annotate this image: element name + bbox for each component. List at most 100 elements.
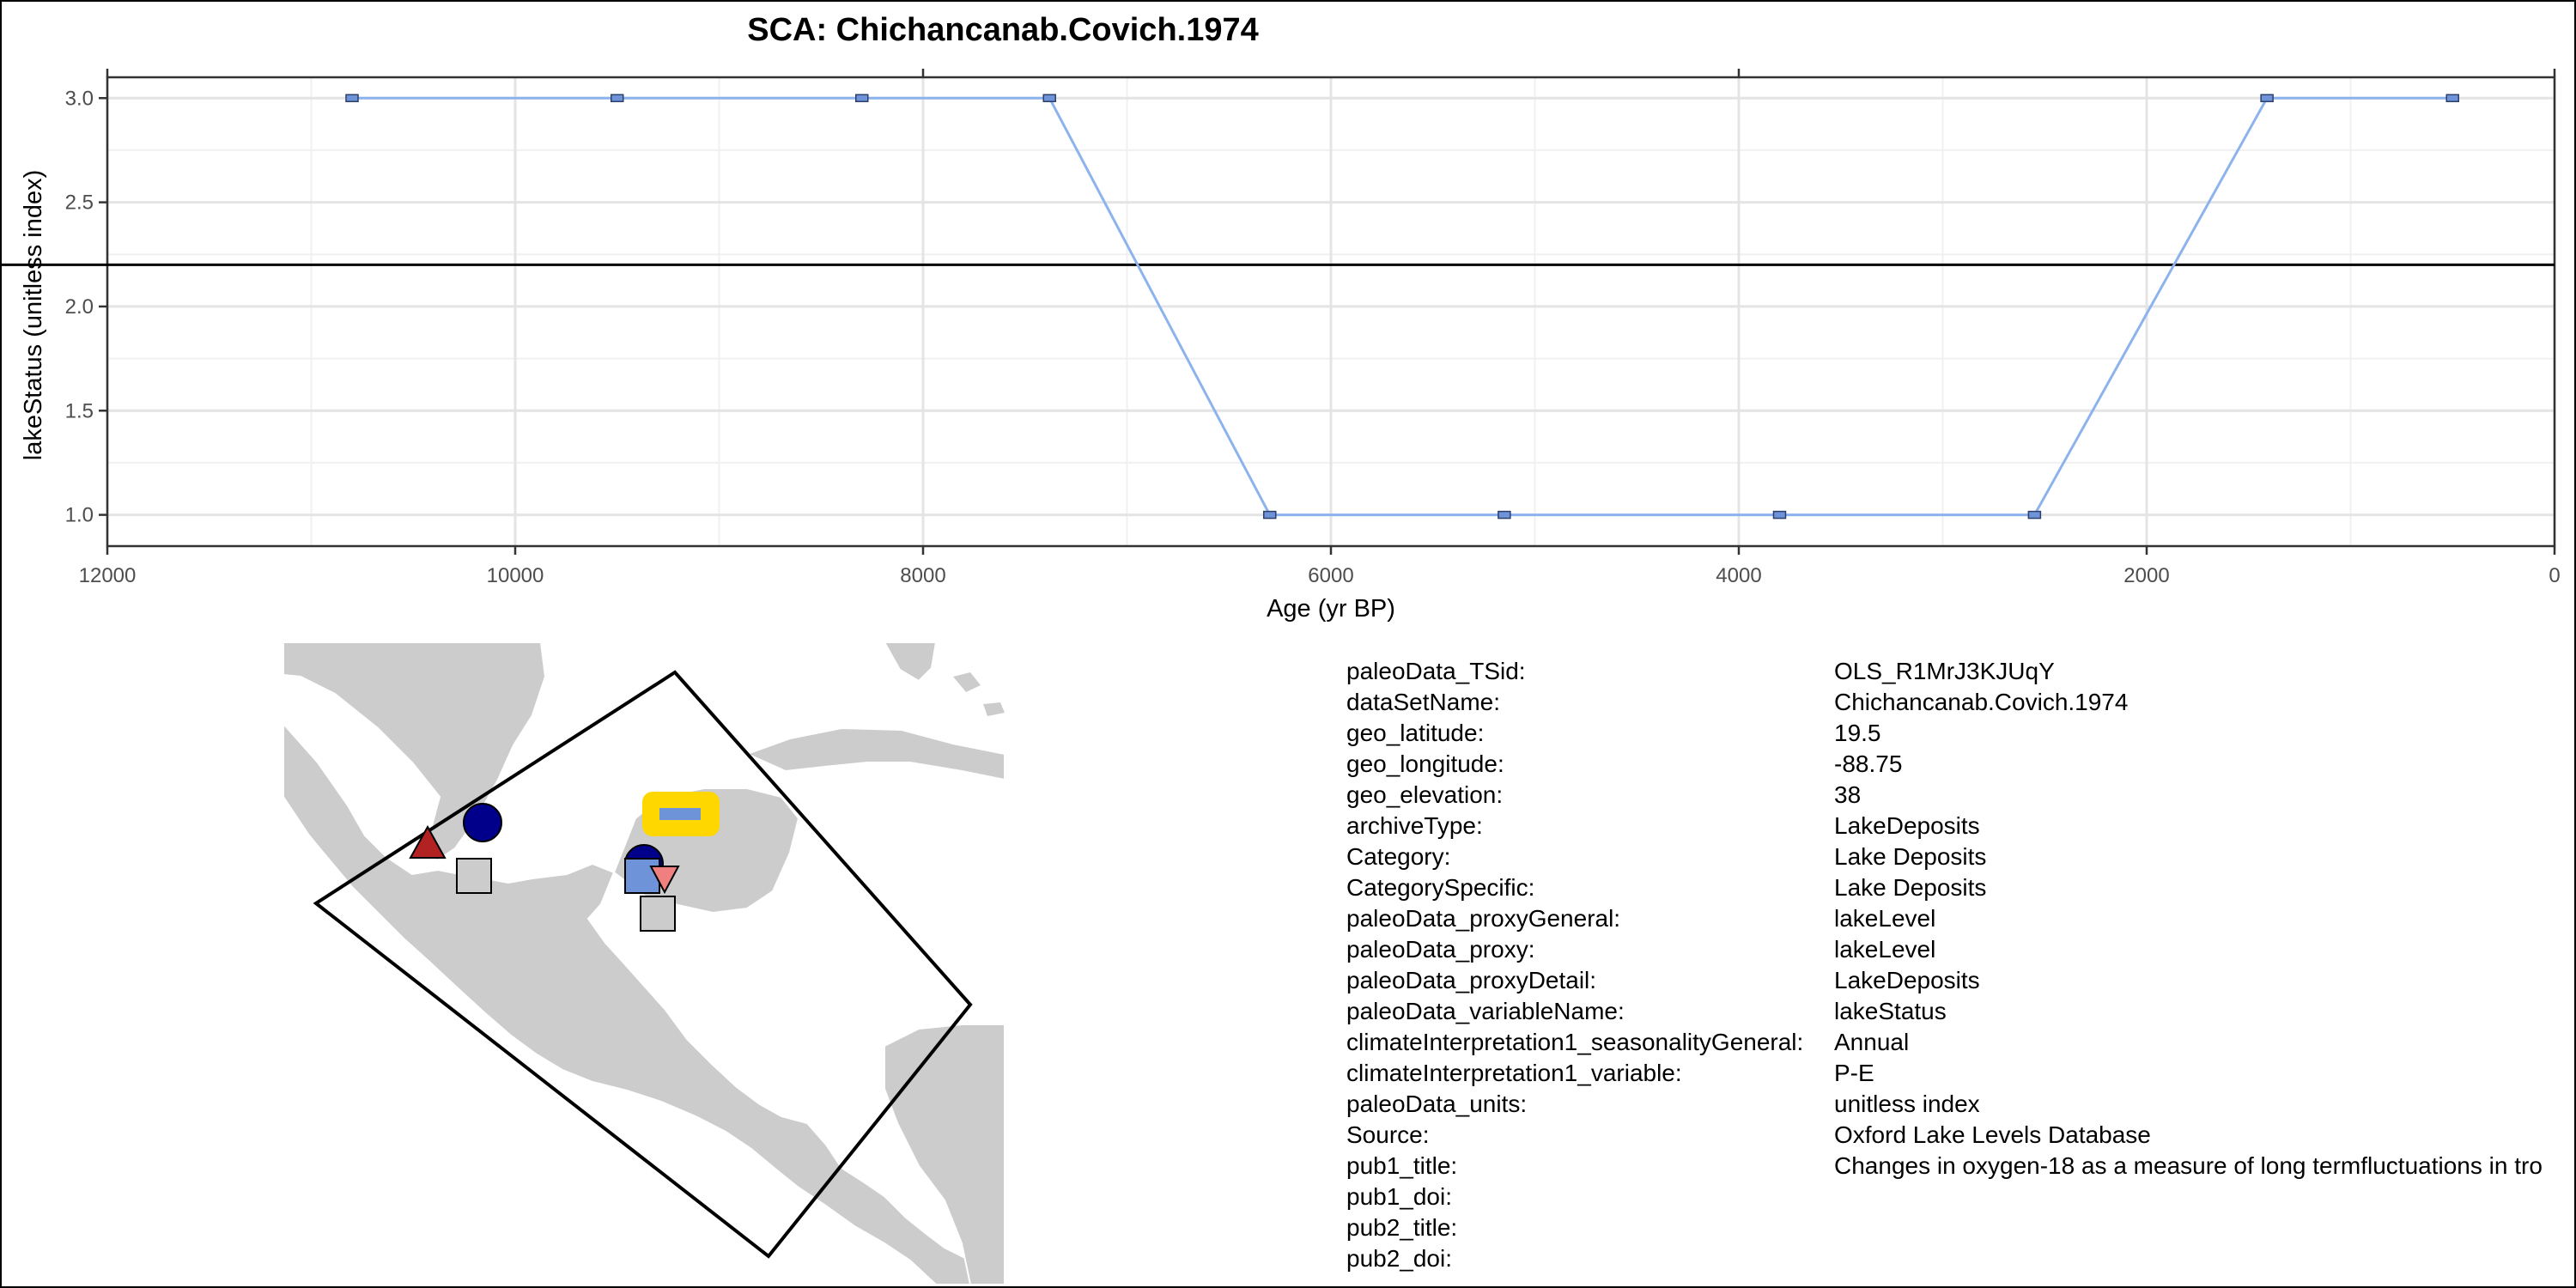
metadata-row: climateInterpretation1_seasonalityGenera…: [1346, 1027, 2573, 1058]
metadata-value: P-E: [1834, 1060, 1874, 1086]
metadata-value: LakeDeposits: [1834, 812, 1980, 839]
x-tick-label: 10000: [487, 564, 544, 587]
metadata-row: paleoData_units: unitless index: [1346, 1089, 2573, 1120]
metadata-key: pub1_doi:: [1346, 1183, 1453, 1210]
metadata-key: Category:: [1346, 843, 1451, 870]
series-line: [352, 96, 2453, 517]
metadata-row: archiveType: LakeDeposits: [1346, 811, 2573, 841]
metadata-key: paleoData_TSid:: [1346, 658, 1526, 684]
site-markers: [409, 792, 720, 932]
metadata-row: pub2_title:: [1346, 1212, 2573, 1243]
x-tick-label: 0: [2549, 564, 2560, 587]
land-bahamas: [953, 672, 1005, 716]
metadata-key: pub2_doi:: [1346, 1245, 1453, 1272]
metadata-row: paleoData_proxy: lakeLevel: [1346, 934, 2573, 965]
metadata-row: pub2_doi:: [1346, 1243, 2573, 1274]
metadata-row: geo_elevation: 38: [1346, 780, 2573, 811]
land-florida: [883, 642, 938, 683]
metadata-value: OLS_R1MrJ3KJUqY: [1834, 658, 2055, 684]
metadata-row: geo_latitude: 19.5: [1346, 718, 2573, 749]
x-tick-label: 8000: [900, 564, 945, 587]
metadata-value: LakeDeposits: [1834, 967, 1980, 993]
metadata-key: pub1_title:: [1346, 1152, 1458, 1179]
metadata-value: [1834, 1182, 2573, 1212]
metadata-row: pub1_title: Changes in oxygen-18 as a mea…: [1346, 1151, 2573, 1182]
metadata-row: CategorySpecific: Lake Deposits: [1346, 872, 2573, 903]
y-tick-label: 2.0: [65, 295, 94, 319]
metadata-key: paleoData_variableName:: [1346, 998, 1625, 1024]
metadata-value: -88.75: [1834, 750, 1903, 777]
data-point: [2445, 94, 2459, 103]
x-tick-label: 4000: [1716, 564, 1761, 587]
metadata-row: paleoData_proxyGeneral: lakeLevel: [1346, 903, 2573, 934]
site-marker-square: [456, 858, 492, 894]
metadata-key: paleoData_units:: [1346, 1091, 1528, 1117]
y-tick-label: 2.5: [65, 191, 94, 215]
metadata-key: dataSetName:: [1346, 689, 1500, 715]
metadata-row: paleoData_variableName: lakeStatus: [1346, 996, 2573, 1027]
metadata-row: geo_longitude: -88.75: [1346, 749, 2573, 780]
metadata-key: climateInterpretation1_variable:: [1346, 1060, 1682, 1086]
y-tick-label: 1.0: [65, 504, 94, 527]
x-tick-label: 2000: [2123, 564, 2169, 587]
metadata-value: Changes in oxygen-18 as a measure of lon…: [1834, 1152, 2543, 1179]
data-point: [1498, 510, 1511, 519]
lake-status-chart: 12000 10000 8000 6000 4000 2000 0 1.0 1.5 2.0 2.5 3…: [0, 69, 2561, 623]
data-point: [2027, 510, 2042, 519]
grid: [106, 77, 2556, 546]
data-point: [1772, 510, 1787, 519]
series-layer: [345, 94, 2459, 519]
site-marker-square: [624, 858, 660, 894]
metadata-row: paleoData_TSid: OLS_R1MrJ3KJUqY: [1346, 656, 2573, 687]
metadata-key: paleoData_proxyGeneral:: [1346, 905, 1621, 932]
data-point: [611, 94, 624, 103]
chart-title: SCA: Chichancanab.Covich.1974: [747, 12, 1259, 48]
metadata-value: lakeLevel: [1834, 936, 1936, 963]
y-axis-label: lakeStatus (unitless index): [20, 170, 47, 461]
metadata-value: Oxford Lake Levels Database: [1834, 1121, 2151, 1148]
site-marker-circle: [463, 803, 502, 842]
data-point: [2260, 94, 2274, 103]
metadata-key: geo_longitude:: [1346, 750, 1504, 777]
metadata-value: Lake Deposits: [1834, 874, 1987, 901]
metadata-value: [1834, 1212, 2573, 1243]
site-marker-square: [640, 896, 676, 932]
x-axis-label: Age (yr BP): [1267, 595, 1395, 623]
metadata-table: paleoData_TSid: OLS_R1MrJ3KJUqY dataSetNam…: [1346, 656, 2573, 1274]
site-marker-triangle-down: [649, 866, 680, 895]
metadata-value: Lake Deposits: [1834, 843, 1987, 870]
x-tick-label: 6000: [1308, 564, 1353, 587]
metadata-key: climateInterpretation1_seasonalityGenera…: [1346, 1029, 1804, 1055]
land-mexico-central-america: [283, 642, 1005, 1285]
metadata-value: Chichancanab.Covich.1974: [1834, 689, 2129, 715]
metadata-key: geo_latitude:: [1346, 720, 1485, 746]
metadata-value: lakeLevel: [1834, 905, 1936, 932]
metadata-key: paleoData_proxyDetail:: [1346, 967, 1597, 993]
metadata-key: archiveType:: [1346, 812, 1483, 839]
selected-site-marker: [659, 808, 701, 820]
metadata-key: paleoData_proxy:: [1346, 936, 1535, 963]
metadata-key: geo_elevation:: [1346, 781, 1504, 808]
metadata-value: Annual: [1834, 1029, 1910, 1055]
region-boundary: [313, 670, 973, 1259]
metadata-row: pub1_doi:: [1346, 1182, 2573, 1212]
data-point: [1263, 510, 1277, 519]
metadata-key: CategorySpecific:: [1346, 874, 1535, 901]
data-point: [345, 94, 359, 103]
metadata-row: paleoData_proxyDetail: LakeDeposits: [1346, 965, 2573, 996]
metadata-row: climateInterpretation1_variable: P-E: [1346, 1058, 2573, 1089]
land-cuba: [744, 726, 1005, 781]
metadata-row: dataSetName: Chichancanab.Covich.1974: [1346, 687, 2573, 718]
y-tick-label: 3.0: [65, 87, 94, 110]
metadata-key: Source:: [1346, 1121, 1430, 1148]
metadata-row: Source: Oxford Lake Levels Database: [1346, 1120, 2573, 1151]
data-point: [1042, 94, 1056, 103]
metadata-row: Category: Lake Deposits: [1346, 841, 2573, 872]
x-tick-label: 12000: [79, 564, 137, 587]
metadata-value: lakeStatus: [1834, 998, 1947, 1024]
metadata-value: unitless index: [1834, 1091, 1980, 1117]
metadata-value: 38: [1834, 781, 1862, 808]
site-marker-triangle-up: [409, 824, 447, 859]
axes: 12000 10000 8000 6000 4000 2000 0 1.0 1.5 2.0 2.5 3…: [65, 69, 2561, 587]
